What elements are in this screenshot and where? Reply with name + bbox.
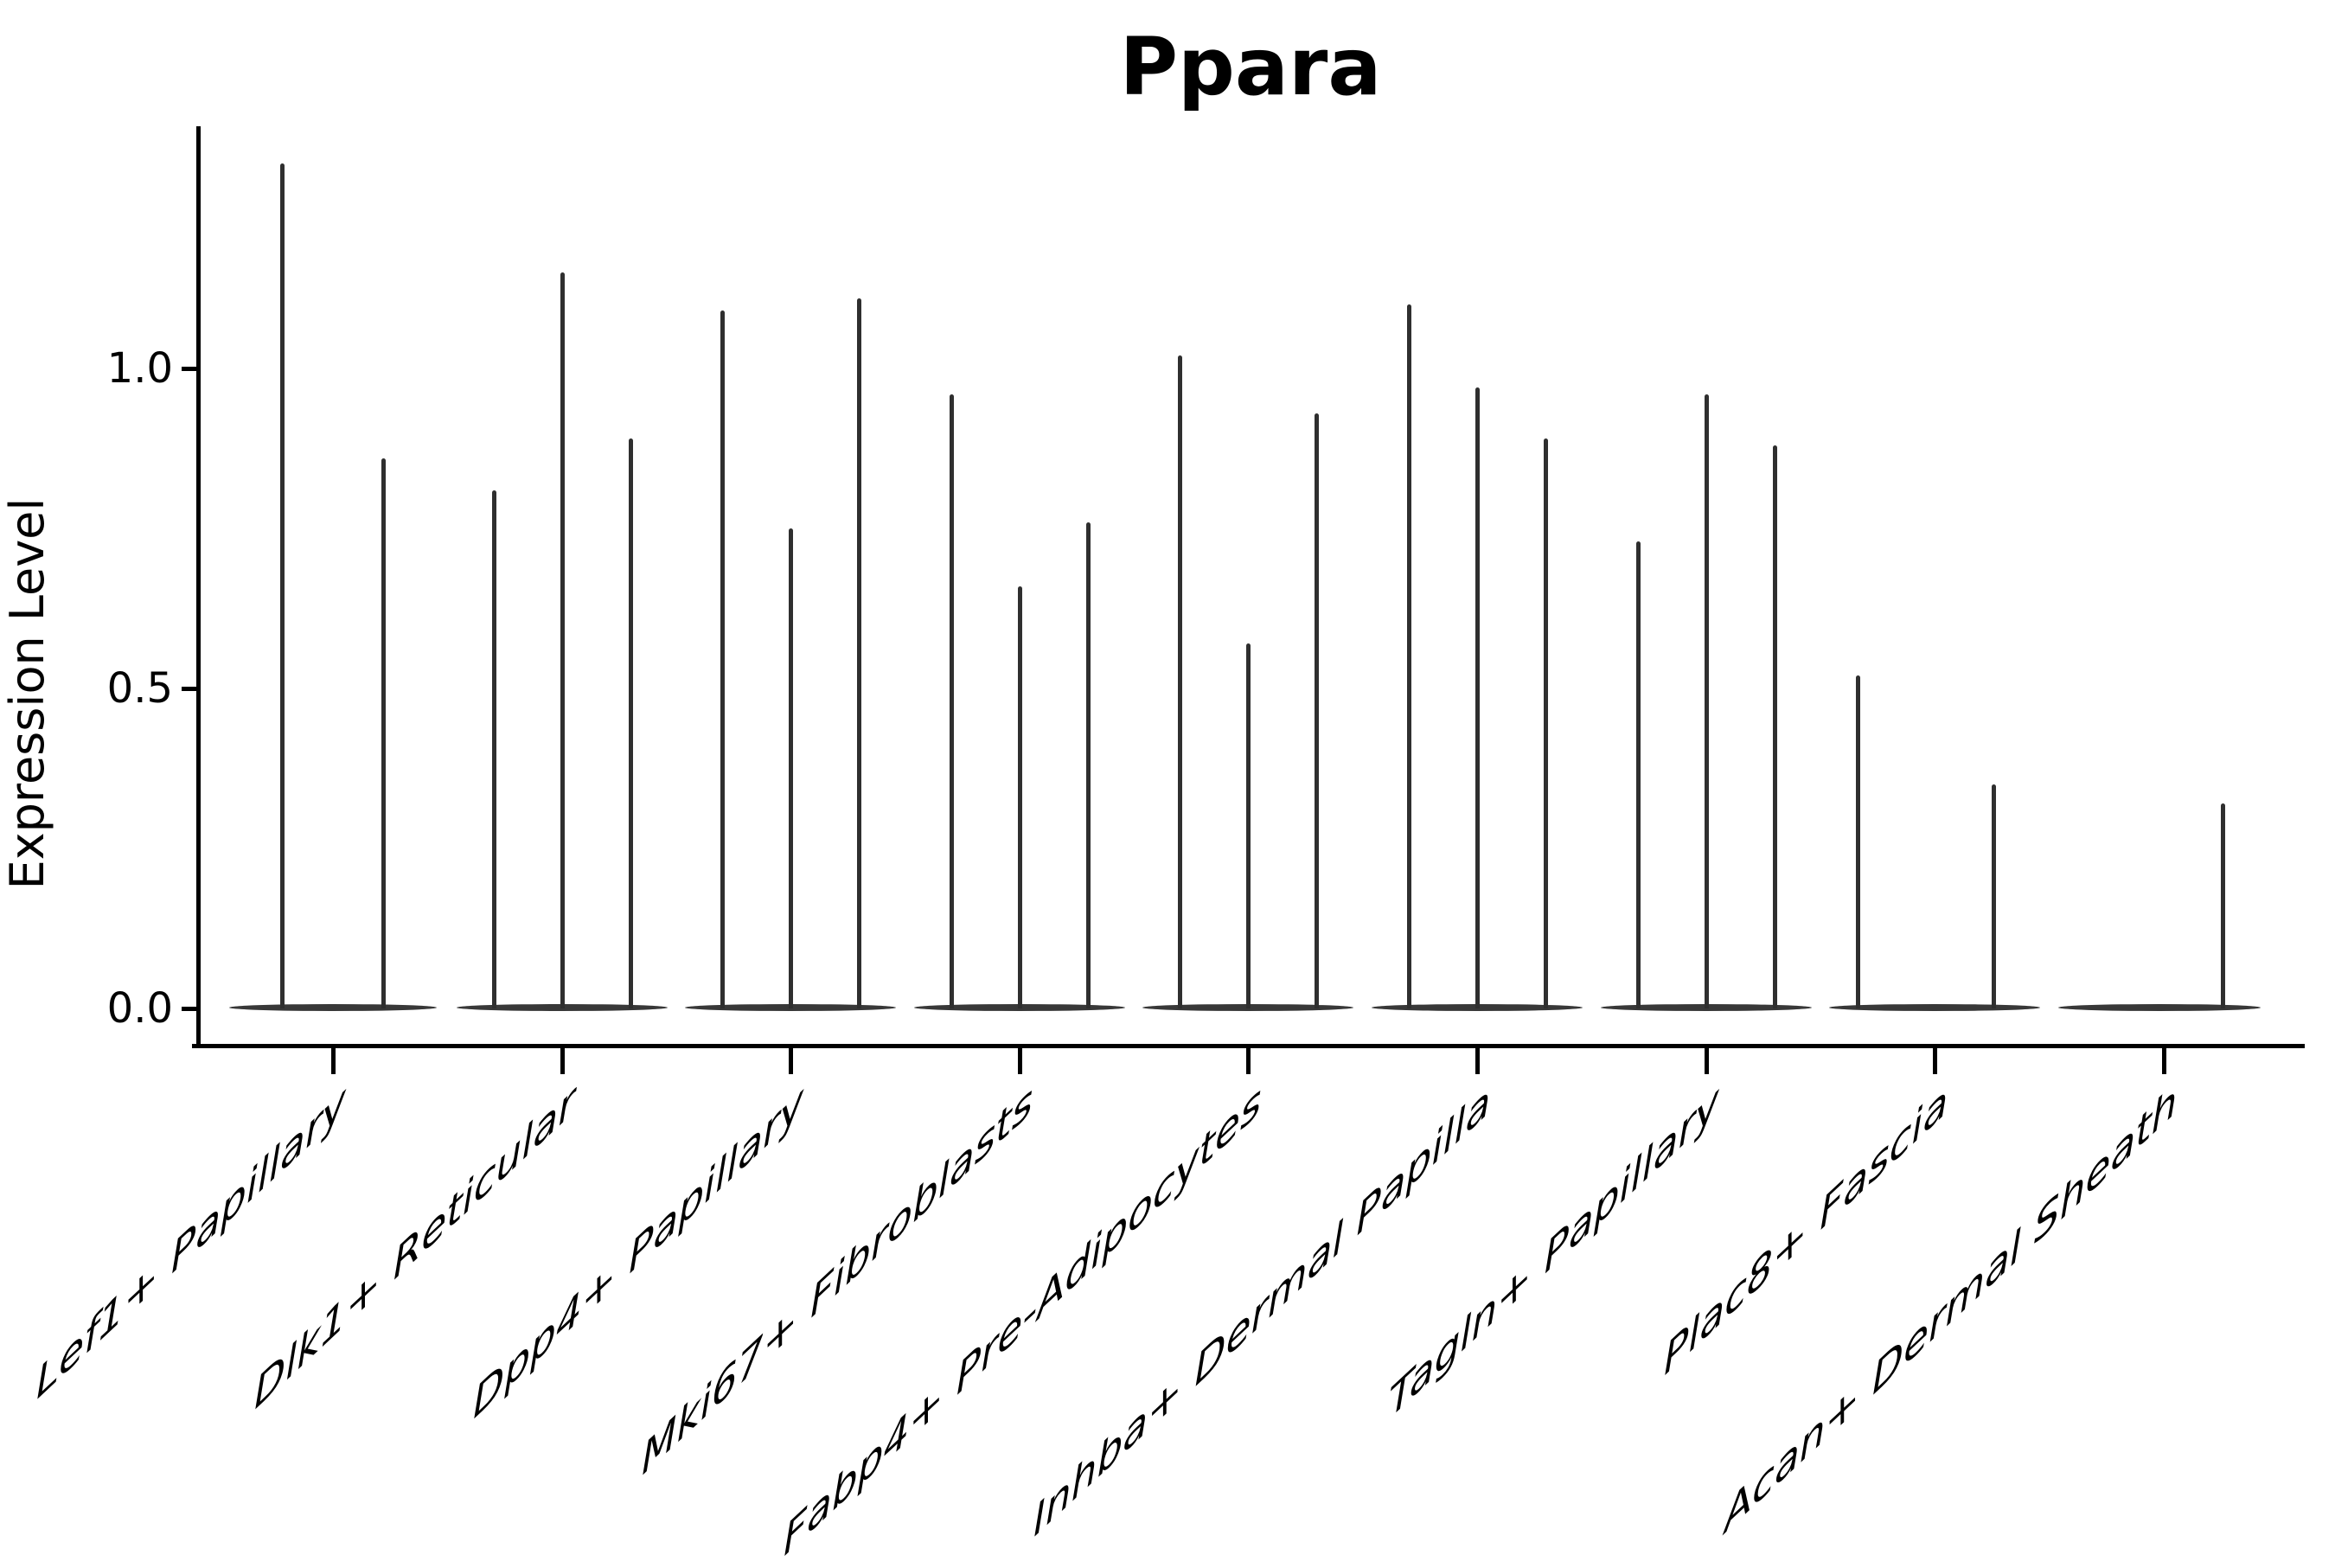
violin-spike	[491, 490, 496, 1008]
y-tick-label: 0.0	[106, 984, 173, 1033]
x-tick-mark	[1475, 1048, 1480, 1074]
x-tick-mark	[1017, 1048, 1022, 1074]
violin-spike	[1245, 643, 1251, 1008]
violin-spike	[1543, 438, 1548, 1008]
violin-spike	[1855, 675, 1860, 1008]
violin-spike	[2220, 803, 2225, 1008]
y-tick-mark	[182, 366, 196, 371]
x-tick-mark	[1245, 1048, 1251, 1074]
violin-baseline	[2058, 1004, 2261, 1011]
violin-spike	[1704, 394, 1709, 1008]
violin-spike	[788, 528, 793, 1008]
x-category-label: Mki67+ Fibroblasts	[641, 1074, 1033, 1487]
violin-spike	[720, 310, 725, 1008]
violin-spike	[1475, 387, 1480, 1008]
violin-spike	[1406, 304, 1411, 1008]
violin-spike	[1772, 445, 1777, 1008]
violin-spike	[279, 163, 285, 1008]
violin-spike	[1017, 586, 1022, 1008]
x-category-label: Acan+ Dermal Sheath	[1724, 1074, 2177, 1545]
violin-spike	[628, 438, 633, 1008]
violin-spike	[856, 298, 861, 1008]
y-tick-label: 1.0	[106, 344, 173, 393]
violin-spike	[1085, 522, 1091, 1008]
violin-spike	[381, 458, 386, 1008]
violin-spike	[949, 394, 954, 1008]
chart-title: Ppara	[1119, 21, 1382, 113]
x-category-label: Inhba+ Dermal Papilla	[1033, 1074, 1490, 1548]
violin-spike	[1314, 413, 1319, 1008]
x-tick-mark	[560, 1048, 565, 1074]
x-tick-mark	[1704, 1048, 1709, 1074]
violin-spike	[1635, 541, 1641, 1008]
x-axis-spine	[192, 1044, 2305, 1048]
violin-spike	[560, 272, 565, 1008]
y-tick-label: 0.5	[106, 664, 173, 713]
y-axis-spine	[196, 126, 201, 1046]
y-tick-mark	[182, 686, 196, 691]
y-tick-mark	[182, 1006, 196, 1011]
x-tick-mark	[1932, 1048, 1937, 1074]
x-category-label: Fabp4+ Pre-Adipocytes	[783, 1074, 1261, 1568]
violin-baseline	[1829, 1004, 2040, 1011]
violin-spike	[1991, 784, 1996, 1008]
violin-baseline	[229, 1004, 437, 1011]
violin-spike	[1177, 355, 1182, 1008]
x-tick-mark	[330, 1048, 336, 1074]
x-tick-mark	[2161, 1048, 2166, 1074]
x-tick-mark	[788, 1048, 793, 1074]
